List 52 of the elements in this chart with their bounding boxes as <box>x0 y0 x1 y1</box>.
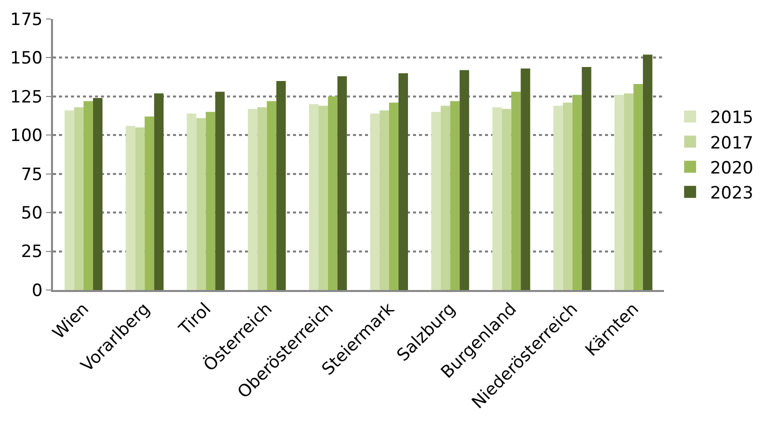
bar <box>135 127 145 290</box>
bar <box>582 67 592 290</box>
bar <box>633 84 643 290</box>
bar <box>93 98 102 290</box>
legend-label: 2017 <box>710 133 754 154</box>
y-tick-label: 175 <box>10 10 43 30</box>
bar <box>318 106 328 290</box>
bar <box>511 92 521 290</box>
bar <box>186 113 196 290</box>
bar <box>460 70 470 290</box>
bar <box>572 94 582 290</box>
bar <box>562 102 572 290</box>
y-tick-label: 50 <box>20 204 43 224</box>
bar <box>520 68 530 290</box>
y-tick-label: 25 <box>20 242 43 262</box>
legend-label: 2020 <box>710 158 754 178</box>
y-tick-label: 75 <box>20 164 43 185</box>
y-tick-label: 125 <box>10 87 43 108</box>
bar <box>431 112 441 290</box>
bar <box>206 112 216 290</box>
bar <box>309 104 318 290</box>
bar <box>380 110 390 290</box>
bar <box>398 73 408 290</box>
bar <box>450 101 460 290</box>
bar <box>337 76 347 290</box>
y-tick-label: 100 <box>10 126 43 146</box>
bar <box>248 108 258 290</box>
bar <box>215 92 225 290</box>
bar <box>154 93 164 290</box>
bar <box>74 107 84 290</box>
bar <box>126 126 136 290</box>
bar <box>144 116 154 290</box>
y-tick-label: 0 <box>32 280 43 301</box>
bar <box>614 94 624 290</box>
bar <box>196 118 206 290</box>
bar <box>440 106 450 290</box>
bar <box>276 80 286 290</box>
legend-label: 2023 <box>710 183 754 204</box>
bar <box>257 107 267 290</box>
bar <box>389 102 399 290</box>
bar <box>624 93 634 290</box>
legend-label: 2015 <box>710 108 754 128</box>
bar <box>64 110 74 290</box>
bar <box>84 101 94 290</box>
bar <box>502 108 512 290</box>
bar <box>328 96 338 290</box>
y-tick-label: 150 <box>10 48 43 69</box>
bar <box>553 106 563 290</box>
bar <box>642 54 652 290</box>
bar <box>492 107 502 290</box>
bar <box>370 113 380 290</box>
bar <box>266 101 276 290</box>
